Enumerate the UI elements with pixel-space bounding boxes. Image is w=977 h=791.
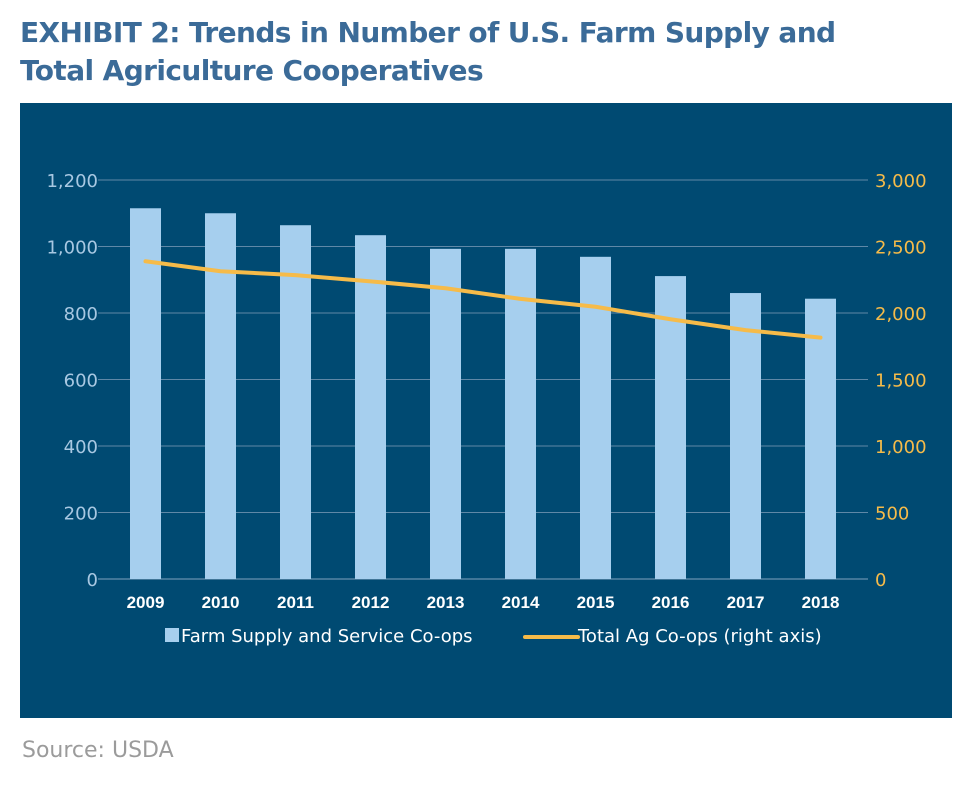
bar xyxy=(655,276,686,579)
x-tick-label: 2014 xyxy=(502,593,540,612)
total-ag-line xyxy=(143,259,823,340)
bar xyxy=(130,208,161,579)
x-tick-label: 2010 xyxy=(202,593,240,612)
x-tick-label: 2009 xyxy=(127,593,165,612)
y-left-tick-label: 400 xyxy=(64,437,98,458)
legend-label-total-ag: Total Ag Co-ops (right axis) xyxy=(577,626,822,647)
legend-bar-swatch xyxy=(165,628,179,642)
x-tick-label: 2011 xyxy=(277,593,314,612)
x-tick-label: 2017 xyxy=(727,593,765,612)
chart-title-line-1: EXHIBIT 2: Trends in Number of U.S. Farm… xyxy=(20,16,836,49)
chart-panel: 0 0 200 500 400 1,000 600 1,500 800 2,000 1,000 2,5… xyxy=(20,103,952,718)
bar xyxy=(355,235,386,579)
chart-title-line-2: Total Agriculture Cooperatives xyxy=(20,54,484,87)
y-right-tick-label: 1,500 xyxy=(875,371,927,392)
chart-title: EXHIBIT 2: Trends in Number of U.S. Farm… xyxy=(20,14,920,90)
source-note: Source: USDA xyxy=(22,738,174,763)
y-right-tick-label: 2,500 xyxy=(875,238,927,259)
y-left-tick-label: 1,000 xyxy=(46,238,98,259)
y-left-tick-label: 600 xyxy=(64,371,98,392)
x-tick-label: 2018 xyxy=(802,593,840,612)
bar xyxy=(730,293,761,579)
bar xyxy=(505,248,536,579)
y-right-tick-label: 1,000 xyxy=(875,437,927,458)
bar xyxy=(430,248,461,579)
bar xyxy=(580,256,611,579)
bar xyxy=(805,298,836,579)
x-tick-label: 2015 xyxy=(577,593,615,612)
x-tick-label: 2012 xyxy=(352,593,390,612)
y-left-tick-label: 1,200 xyxy=(46,171,98,192)
y-right-tick-label: 0 xyxy=(875,570,886,591)
bar xyxy=(205,213,236,579)
bar xyxy=(280,225,311,579)
y-right-tick-label: 3,000 xyxy=(875,171,927,192)
y-left-tick-label: 0 xyxy=(87,570,98,591)
y-right-tick-label: 2,000 xyxy=(875,304,927,325)
y-left-tick-label: 200 xyxy=(64,504,98,525)
legend-label-farm-supply: Farm Supply and Service Co-ops xyxy=(181,626,473,647)
y-right-tick-label: 500 xyxy=(875,504,909,525)
x-tick-label: 2016 xyxy=(652,593,690,612)
y-left-tick-label: 800 xyxy=(64,304,98,325)
chart-svg: 0 0 200 500 400 1,000 600 1,500 800 2,000 1,000 2,5… xyxy=(46,171,927,647)
x-tick-label: 2013 xyxy=(427,593,465,612)
